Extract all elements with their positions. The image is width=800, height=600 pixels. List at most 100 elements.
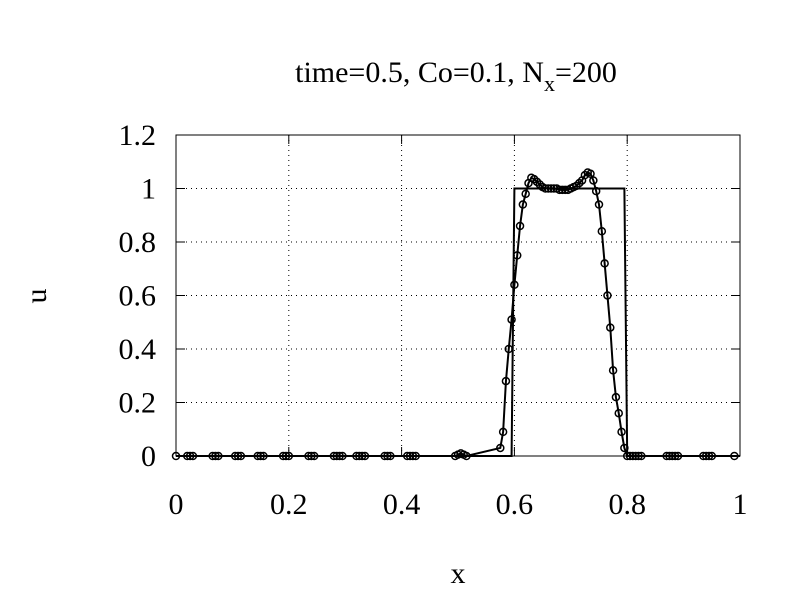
data-point [352,451,361,461]
data-point [360,451,370,461]
data-point [405,451,415,461]
data-point [634,451,643,461]
data-point [332,451,341,461]
data-point [338,451,347,461]
data-point [704,451,714,461]
data-point [620,443,629,453]
data-point [284,451,294,461]
x-tick-label: 0.6 [496,488,534,521]
y-tick-label: 0.4 [119,333,157,366]
data-point [515,221,525,231]
data-point [549,184,559,193]
y-tick-label: 1 [141,173,156,206]
data-point [665,451,674,461]
data-point [259,451,268,461]
data-point [560,185,570,195]
x-tick-label: 1 [733,488,748,521]
data-point [510,280,519,290]
y-tick-label: 0.8 [119,226,157,259]
data-point [586,169,595,179]
y-tick-label: 0.6 [119,280,157,313]
data-point [230,451,240,461]
data-point [594,200,604,209]
title-subscript: x [544,71,555,96]
data-point [622,451,632,461]
data-point [591,186,601,196]
data-point [512,251,522,260]
data-point [558,185,567,195]
data-point [211,451,220,461]
data-point [501,376,511,386]
data-point [411,451,420,461]
data-point [521,189,530,199]
data-point [233,451,243,461]
data-point [183,451,192,461]
data-point [543,184,553,193]
data-point [600,259,609,268]
data-point [597,227,607,236]
data-point [357,451,367,461]
data-point [541,184,550,193]
data-point [670,451,680,461]
data-point [628,451,638,461]
data-point [386,451,395,461]
x-axis-label: x [451,557,466,590]
data-point [701,451,711,461]
data-point [498,427,508,437]
data-point [188,451,198,461]
data-point [307,451,316,461]
data-point [614,408,623,418]
title-text: =200 [555,56,617,89]
data-point [278,451,288,461]
chart-title: time=0.5, Co=0.1, Nx=200 [295,56,617,96]
data-point [309,451,319,461]
data-point [546,184,556,193]
data-point [402,451,412,461]
data-point [625,451,635,461]
data-point [208,451,217,461]
data-point [214,451,223,461]
data-point [256,451,265,461]
data-point [606,323,615,332]
data-point [707,451,717,461]
y-tick-label: 1.2 [119,119,157,152]
data-point [408,451,418,461]
data-point [504,344,514,354]
x-tick-label: 0 [169,488,184,521]
data-point [611,392,621,402]
data-point [304,451,313,461]
data-point [236,451,246,461]
title-text: time=0.5, Co=0.1, N [295,56,544,89]
data-point [662,451,671,461]
data-point [637,451,646,461]
data-point [631,451,640,461]
data-point [335,451,344,461]
x-tick-label: 0.4 [383,488,421,521]
data-point [555,185,564,195]
data-point [507,315,516,324]
data-point [462,451,471,461]
data-point [730,451,739,461]
data-point [608,366,618,375]
y-axis-label: u [20,289,53,304]
data-point [673,451,683,461]
data-point [668,451,677,461]
data-point [603,291,612,300]
data-point [380,451,389,461]
data-point [171,451,181,461]
data-point [617,427,626,437]
x-tick-label: 0.2 [270,488,308,521]
data-point [253,451,263,461]
x-tick-label: 0.8 [608,488,646,521]
y-tick-label: 0.2 [119,387,157,420]
data-point [355,451,364,461]
data-point [589,176,598,185]
data-point [185,451,195,461]
data-point [329,451,339,461]
data-point [281,451,291,461]
data-point [496,443,505,453]
y-tick-label: 0 [141,440,156,473]
data-point [383,451,392,461]
